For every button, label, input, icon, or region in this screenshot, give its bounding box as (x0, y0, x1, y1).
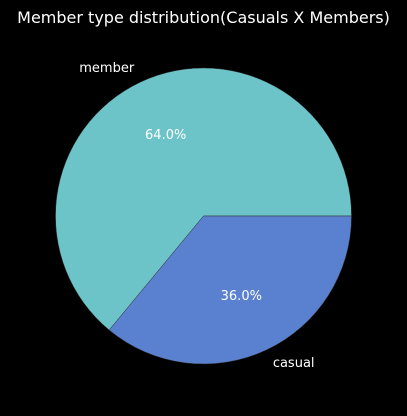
pie-slice-casual (108, 215, 352, 365)
pie-slice-member (55, 67, 352, 331)
pie-slices (55, 67, 352, 365)
slice-label-casual: casual (273, 356, 315, 371)
slice-label-member: member (79, 61, 135, 76)
slice-percent-casual: 36.0% (221, 289, 262, 304)
slice-percent-member: 64.0% (145, 128, 186, 143)
chart-title: Member type distribution(Casuals X Membe… (17, 8, 390, 27)
pie-labels: member 64.0% casual 36.0% (79, 61, 314, 371)
